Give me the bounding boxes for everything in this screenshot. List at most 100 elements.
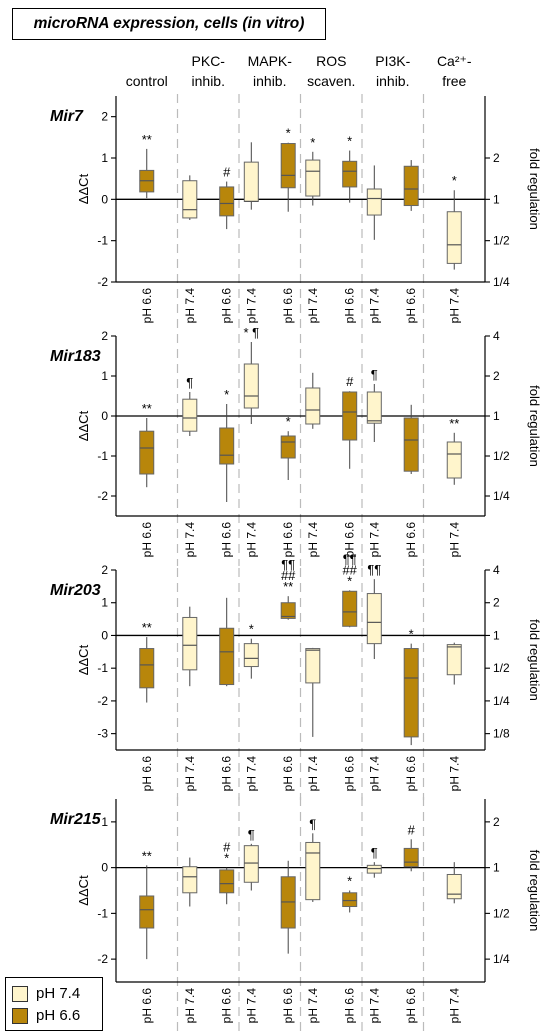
y-tick-label: -1: [97, 661, 108, 675]
x-tick-label: pH 7.4: [244, 522, 258, 558]
box-pH74: * ¶ pH 7.4: [243, 325, 259, 557]
box-pH66: ** pH 6.6: [139, 401, 155, 558]
box-pH66: # pH 6.6: [342, 374, 358, 557]
x-tick-label: pH 6.6: [281, 756, 295, 792]
y2-tick-label: 4: [493, 563, 500, 577]
box-iqr: [305, 841, 321, 901]
x-tick-label: pH 6.6: [404, 288, 418, 324]
figure-title-box: microRNA expression, cells (in vitro): [12, 8, 326, 40]
x-tick-label: pH 7.4: [306, 988, 320, 1024]
group-header-2-line1: PKC-: [192, 53, 226, 69]
y-tick-label: 0: [101, 628, 108, 642]
y-axis-label: ΔΔCt: [76, 410, 91, 441]
group-header-1: control: [126, 73, 168, 89]
box-iqr: [403, 417, 419, 472]
legend-label-ph74: pH 7.4: [36, 985, 81, 1002]
significance-marker: *: [347, 134, 352, 149]
y2-tick-label: 1/8: [493, 727, 510, 741]
significance-marker: *: [286, 414, 291, 429]
box-pH74: pH 7.4: [182, 857, 198, 1023]
significance-marker: ¶¶: [367, 562, 381, 577]
box-iqr: [219, 186, 235, 217]
y2-tick-label: 1: [493, 409, 500, 423]
box-iqr: [305, 159, 321, 197]
box-iqr: [403, 648, 419, 738]
box-iqr: [280, 143, 296, 189]
y2-tick-label: 2: [493, 596, 500, 610]
significance-marker: **: [142, 620, 152, 635]
figure-title: microRNA expression, cells (in vitro): [33, 15, 305, 32]
x-tick-label: pH 7.4: [367, 756, 381, 792]
box-iqr: [342, 160, 358, 188]
box-iqr: [366, 188, 382, 216]
box-pH66: *# pH 6.6: [219, 840, 235, 1024]
box-pH66: # pH 6.6: [219, 165, 235, 323]
significance-marker: #: [408, 822, 416, 837]
y2-tick-label: 1: [493, 192, 500, 206]
significance-marker: ##: [281, 568, 296, 583]
significance-marker: *: [409, 627, 414, 642]
box-pH66: # pH 6.6: [403, 822, 419, 1023]
x-tick-label: pH 6.6: [140, 288, 154, 324]
significance-marker: * ¶: [243, 325, 259, 340]
box-iqr: [446, 211, 462, 264]
box-iqr: [366, 864, 382, 874]
box-iqr: [280, 435, 296, 459]
box-pH74: ¶ pH 7.4: [243, 827, 259, 1023]
y2-tick-label: 2: [493, 151, 500, 165]
y-tick-label: 1: [101, 596, 108, 610]
box-pH66: * pH 6.6: [342, 874, 358, 1024]
y2-tick-label: 1/2: [493, 449, 510, 463]
x-tick-label: pH 6.6: [140, 522, 154, 558]
x-tick-label: pH 7.4: [183, 522, 197, 558]
x-tick-label: pH 7.4: [306, 522, 320, 558]
box-pH74: pH 7.4: [182, 606, 198, 791]
y2-axis-label: fold regulation: [527, 619, 542, 701]
x-tick-label: pH 6.6: [281, 288, 295, 324]
box-pH66: *##¶¶ pH 6.6: [342, 551, 358, 792]
box-pH66: pH 6.6: [403, 404, 419, 557]
group-header-3-line1: MAPK-: [248, 53, 293, 69]
box-pH74: ¶ pH 7.4: [182, 375, 198, 558]
significance-marker: *: [452, 173, 457, 188]
box-iqr: [182, 180, 198, 219]
y-axis-label: ΔΔCt: [76, 644, 91, 675]
group-header-6-line1: Ca²⁺-: [437, 53, 472, 69]
x-tick-label: pH 6.6: [140, 756, 154, 792]
box-pH74: pH 7.4: [305, 647, 321, 791]
significance-marker: ¶: [186, 375, 193, 390]
box-pH74: * pH 7.4: [446, 173, 462, 323]
significance-marker: ¶: [371, 367, 378, 382]
y-tick-label: -1: [97, 449, 108, 463]
box-pH74: ¶¶ pH 7.4: [366, 562, 382, 792]
y-axis-label: ΔΔCt: [76, 875, 91, 906]
box-iqr: [342, 892, 358, 908]
box-iqr: [243, 643, 259, 668]
significance-marker: #: [223, 840, 231, 855]
box-pH66: **##¶¶ pH 6.6: [280, 557, 296, 792]
box-pH74: * pH 7.4: [243, 622, 259, 791]
significance-marker: *: [310, 135, 315, 150]
significance-marker: **: [142, 401, 152, 416]
box-iqr: [219, 869, 235, 894]
y2-tick-label: 1/4: [493, 952, 510, 966]
box-pH74: pH 7.4: [243, 142, 259, 323]
group-header-2-line2: inhib.: [192, 73, 225, 89]
x-tick-label: pH 6.6: [220, 988, 234, 1024]
box-iqr: [243, 845, 259, 883]
significance-marker: *: [249, 622, 254, 637]
legend-label-ph66: pH 6.6: [36, 1007, 81, 1024]
x-tick-label: pH 6.6: [343, 756, 357, 792]
group-header-6-line2: free: [442, 73, 466, 89]
box-pH66: ** pH 6.6: [139, 620, 155, 792]
box-iqr: [139, 430, 155, 475]
significance-marker: *: [286, 126, 291, 141]
x-tick-label: pH 6.6: [343, 988, 357, 1024]
x-tick-label: pH 6.6: [220, 522, 234, 558]
y-axis-label: ΔΔCt: [76, 173, 91, 204]
box-pH66: * pH 6.6: [403, 627, 419, 791]
group-header-4-line2: scaven.: [307, 73, 355, 89]
box-pH66: pH 6.6: [280, 860, 296, 1023]
y2-tick-label: 2: [493, 815, 500, 829]
